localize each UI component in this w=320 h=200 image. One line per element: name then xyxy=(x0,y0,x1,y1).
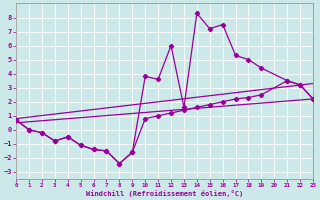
X-axis label: Windchill (Refroidissement éolien,°C): Windchill (Refroidissement éolien,°C) xyxy=(86,190,243,197)
